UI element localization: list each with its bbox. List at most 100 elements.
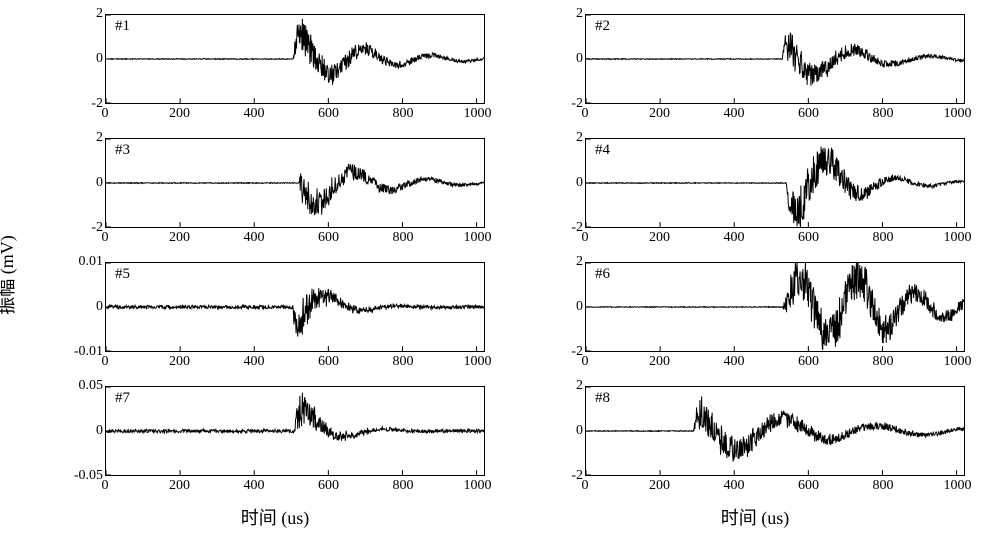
x-tick: 800 [873,478,894,494]
y-tick: 0 [539,423,583,439]
y-tick: 2 [539,6,583,22]
y-tick: -2 [59,220,103,236]
x-tick: 0 [102,106,109,122]
x-tick: 400 [724,354,745,370]
x-tick: 400 [244,478,265,494]
panel-label: #6 [593,266,612,283]
y-tick: -2 [539,96,583,112]
panel-5: -0.0100.01 02004006008001000#5 [55,258,495,376]
x-tick: 200 [169,106,190,122]
x-tick: 1000 [464,354,492,370]
x-tick: 800 [393,106,414,122]
x-tick: 800 [873,106,894,122]
plot-area [105,386,485,476]
x-tick: 0 [102,354,109,370]
y-tick: 0 [539,51,583,67]
figure-container: 振幅 (mV) -202 02004006008001000#1-202 020… [0,0,1000,550]
x-tick: 0 [582,478,589,494]
x-tick: 1000 [944,354,972,370]
x-tick: 200 [649,106,670,122]
plot-area [585,138,965,228]
x-tick: 400 [724,230,745,246]
y-tick: 2 [539,254,583,270]
y-tick: 2 [539,378,583,394]
panel-label: #8 [593,390,612,407]
y-tick: -2 [539,344,583,360]
panel-label: #1 [113,18,132,35]
plot-area [105,262,485,352]
x-tick: 0 [102,230,109,246]
x-tick: 400 [244,230,265,246]
plot-area [105,138,485,228]
y-tick: -2 [539,220,583,236]
right-column: -202 02004006008001000#2-202 02004006008… [535,10,975,530]
x-tick: 1000 [944,230,972,246]
x-tick: 800 [393,478,414,494]
x-tick: 200 [169,478,190,494]
y-tick: 2 [59,130,103,146]
panel-label: #3 [113,142,132,159]
y-tick: -0.01 [59,344,103,360]
left-column: -202 02004006008001000#1-202 02004006008… [55,10,495,530]
x-tick: 600 [798,478,819,494]
panel-label: #7 [113,390,132,407]
x-tick: 200 [649,230,670,246]
panel-label: #2 [593,18,612,35]
panel-8: -202 02004006008001000#8 [535,382,975,500]
x-tick: 400 [724,478,745,494]
panel-label: #4 [593,142,612,159]
x-tick: 800 [873,354,894,370]
x-tick: 600 [318,230,339,246]
x-tick: 600 [318,354,339,370]
x-tick: 0 [582,354,589,370]
x-tick: 1000 [464,478,492,494]
x-tick: 0 [582,230,589,246]
x-tick: 800 [393,354,414,370]
plot-area [585,14,965,104]
panel-6: -202 02004006008001000#6 [535,258,975,376]
y-tick: -2 [539,468,583,484]
panel-1: -202 02004006008001000#1 [55,10,495,128]
x-tick: 1000 [944,478,972,494]
panel-label: #5 [113,266,132,283]
plot-area [105,14,485,104]
x-axis-label: 时间 (us) [535,504,975,530]
y-tick: 0 [59,423,103,439]
x-tick: 600 [798,230,819,246]
panel-4: -202 02004006008001000#4 [535,134,975,252]
y-tick: 0 [59,51,103,67]
y-tick: 2 [59,6,103,22]
y-tick: 0.01 [59,254,103,270]
y-tick: 0.05 [59,378,103,394]
x-tick: 200 [169,230,190,246]
panel-3: -202 02004006008001000#3 [55,134,495,252]
panel-2: -202 02004006008001000#2 [535,10,975,128]
y-tick: -0.05 [59,468,103,484]
x-axis-label: 时间 (us) [55,504,495,530]
x-tick: 800 [873,230,894,246]
x-tick: 600 [318,478,339,494]
x-tick: 600 [798,354,819,370]
x-tick: 200 [649,354,670,370]
y-tick: 0 [539,175,583,191]
x-tick: 1000 [464,230,492,246]
x-tick: 1000 [944,106,972,122]
y-tick: 0 [59,299,103,315]
x-tick: 600 [798,106,819,122]
x-tick: 400 [724,106,745,122]
y-axis-label: 振幅 (mV) [0,235,19,315]
plot-area [585,386,965,476]
x-tick: 400 [244,106,265,122]
x-tick: 1000 [464,106,492,122]
y-tick: 0 [539,299,583,315]
x-tick: 600 [318,106,339,122]
y-tick: 0 [59,175,103,191]
x-tick: 0 [102,478,109,494]
y-tick: -2 [59,96,103,112]
plot-area [585,262,965,352]
x-tick: 200 [649,478,670,494]
x-tick: 400 [244,354,265,370]
panel-7: -0.0500.05 02004006008001000#7 [55,382,495,500]
x-tick: 800 [393,230,414,246]
x-tick: 200 [169,354,190,370]
